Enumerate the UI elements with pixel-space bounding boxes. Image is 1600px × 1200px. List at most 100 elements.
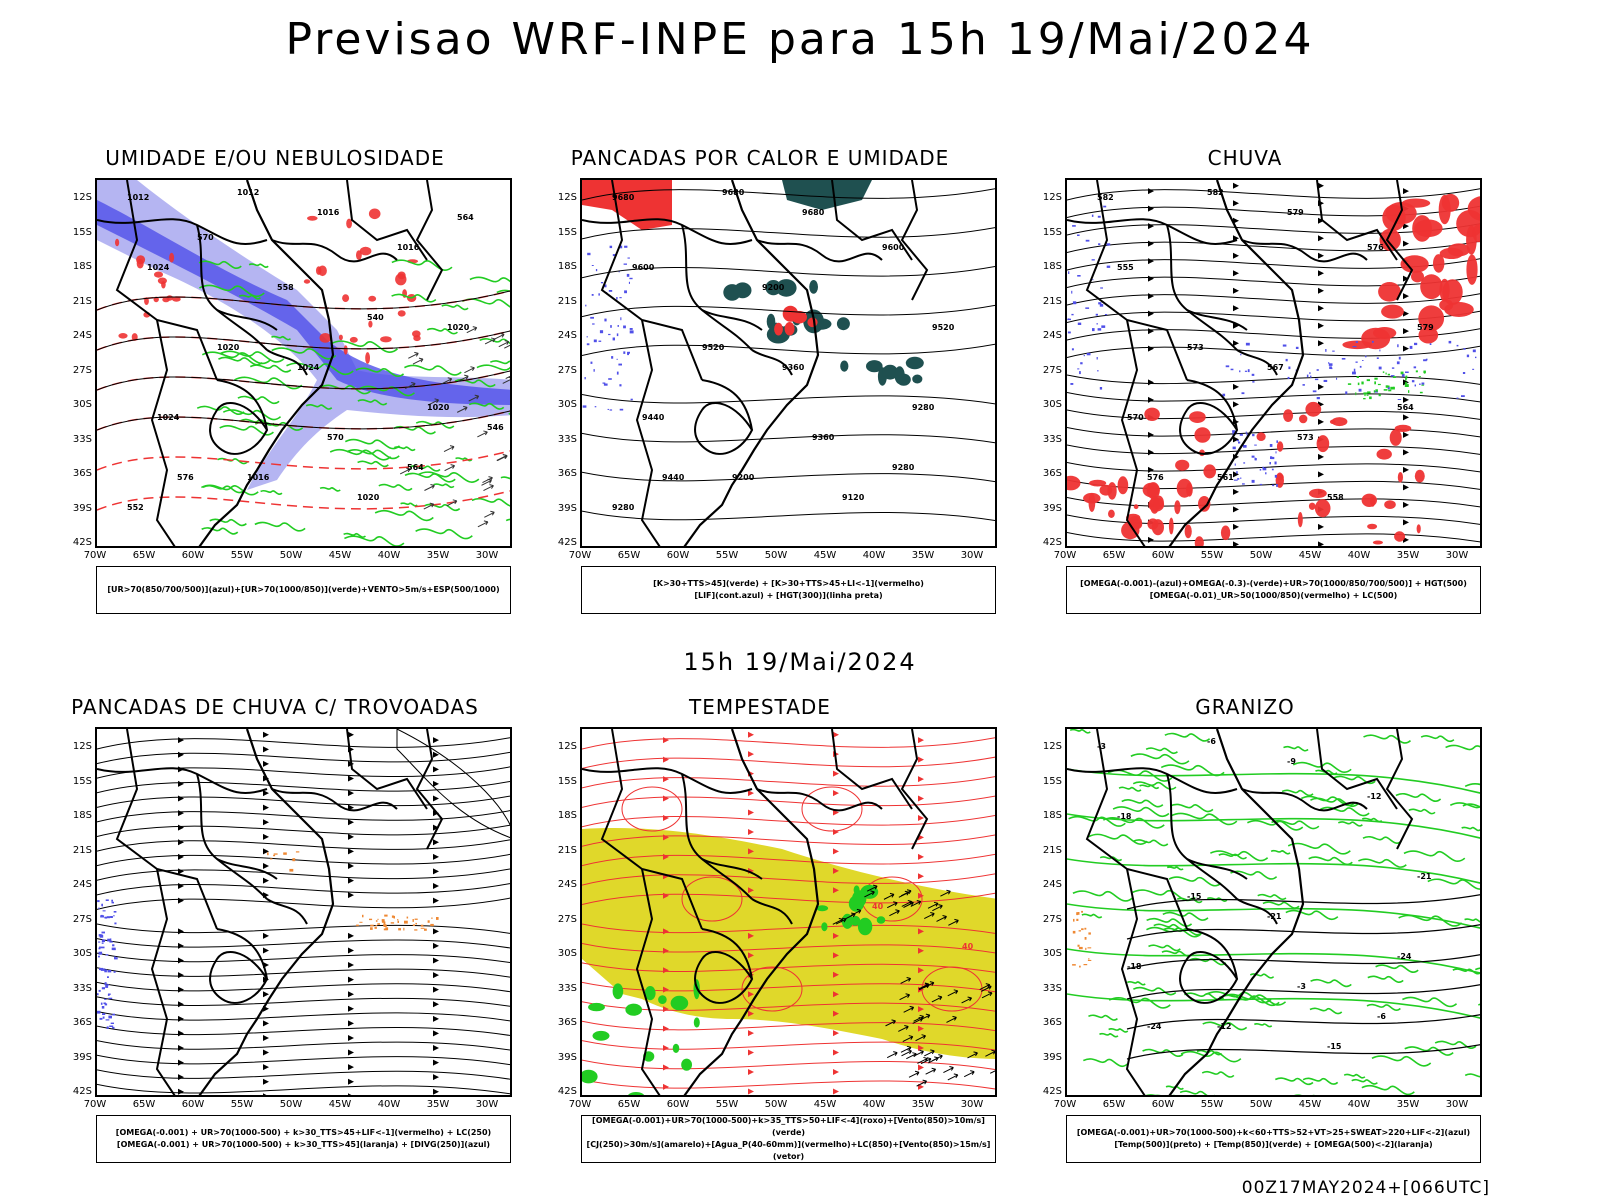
omega-blue: [1236, 471, 1238, 474]
rain-red-blob: [1379, 228, 1401, 251]
thunder-orange: [369, 918, 373, 921]
streamline: [1067, 293, 1480, 306]
streamline-arrow: [1233, 182, 1239, 189]
humidity-contour: [218, 356, 263, 366]
divergence-blue: [97, 993, 99, 996]
rain-red-blob: [1194, 536, 1204, 546]
omega-blue: [1072, 301, 1077, 305]
country-border: [1316, 729, 1398, 810]
rain-red-blob: [1148, 497, 1165, 512]
streamline-arrow: [433, 883, 439, 890]
omega-blue: [1390, 375, 1395, 377]
contour-label: 576: [1147, 473, 1164, 482]
omega-blue: [1302, 384, 1305, 386]
lon-tick-label: 50W: [764, 550, 788, 561]
lif-contour: [604, 284, 607, 288]
omega-blue: [1272, 484, 1275, 487]
divergence-blue: [98, 989, 101, 992]
rain-red-blob: [1144, 407, 1160, 421]
streamline-arrow: [178, 986, 184, 993]
humidity-contour: [1108, 1027, 1129, 1033]
omega-blue: [1306, 374, 1309, 378]
streamline-arrow: [178, 795, 184, 802]
lat-tick-label: 18S: [72, 810, 92, 821]
country-border: [1067, 767, 1238, 794]
streamline-arrow: [663, 892, 669, 899]
streamline: [1067, 427, 1480, 438]
lat-tick-label: 21S: [1042, 295, 1062, 307]
omega-orange: [1081, 928, 1084, 931]
divergence-blue: [98, 947, 101, 950]
humidity-contour: [1287, 842, 1351, 855]
thunder-orange: [436, 917, 439, 920]
humidity-contour: [391, 293, 437, 303]
humidity-contour: [415, 420, 455, 429]
streamline-arrow: [663, 756, 669, 763]
wind-green: [850, 915, 861, 926]
lon-tick-label: 40W: [862, 550, 886, 561]
lat-tick-label: 12S: [72, 741, 92, 752]
contour-label: 40: [872, 902, 884, 911]
temp500-contour: [1126, 984, 1480, 1000]
divergence-blue: [105, 916, 108, 919]
wind-vector: [927, 901, 939, 909]
wind-vector: [444, 464, 456, 472]
streamline-arrow: [263, 1093, 267, 1095]
humidity-contour: [286, 362, 354, 375]
contour-label: 9680: [722, 188, 745, 197]
omega-blue: [1095, 313, 1098, 316]
streamline: [97, 853, 510, 867]
streamline: [97, 952, 510, 964]
omega-blue: [1233, 479, 1238, 481]
lon-axis: 70W 65W 60W 55W 50W 45W 40W 35W 30W: [1054, 1099, 1482, 1113]
contour-label: 9280: [612, 503, 635, 512]
map-svg: 1012 1012 1016 1016 1020 1024 1024 1020 1016 1020…: [97, 180, 510, 546]
omega-green: [1418, 376, 1421, 378]
streamline: [97, 737, 510, 750]
red-speckle: [343, 345, 348, 355]
omega-orange: [1087, 947, 1092, 949]
instability-teal-area: [782, 180, 872, 210]
streamline: [97, 981, 510, 993]
country-border: [1186, 928, 1238, 980]
streamline-arrow: [918, 892, 924, 899]
contour-label: 564: [1397, 403, 1414, 412]
lat-tick-label: 33S: [1042, 982, 1062, 994]
omega-blue: [1269, 444, 1273, 447]
country-border: [600, 729, 703, 930]
lif-contour: [619, 384, 622, 387]
country-border: [97, 218, 268, 245]
contour-label: -15: [1187, 892, 1202, 901]
lon-tick-label: 65W: [1102, 550, 1126, 561]
rain-red-blob: [1331, 417, 1348, 427]
lif-contour: [598, 293, 600, 296]
omega-blue: [1241, 392, 1245, 395]
divergence-blue: [101, 931, 105, 934]
streamline-arrow: [263, 804, 269, 811]
divergence-blue: [104, 916, 106, 919]
rain-red-blob: [1175, 459, 1190, 471]
streamline-arrow: [748, 731, 754, 738]
divergence-blue: [103, 1002, 106, 1004]
rain-red-blob: [1382, 204, 1406, 231]
omega-green: [1355, 392, 1357, 396]
instability-teal-blob: [866, 360, 883, 373]
wind-vector: [477, 430, 488, 438]
omega-blue: [1329, 366, 1332, 369]
rain-red-blob: [1394, 424, 1412, 432]
wind-green: [658, 995, 667, 1004]
lat-tick-label: 24S: [557, 879, 577, 890]
humidity-contour: [1403, 850, 1466, 862]
humidity-contour: [1343, 1073, 1366, 1079]
streamline-arrow: [1148, 293, 1154, 300]
rain-red-blob: [1089, 479, 1107, 487]
humidity-contour: [1408, 808, 1436, 815]
streamline-arrow: [833, 790, 839, 797]
humidity-contour: [1179, 1090, 1215, 1095]
wind-vector: [424, 484, 435, 491]
omega-blue: [1067, 331, 1071, 334]
streamline-arrow: [748, 1010, 754, 1017]
omega-green: [1393, 386, 1395, 390]
lon-axis: 70W 65W 60W 55W 50W 45W 40W 35W 30W: [1054, 550, 1482, 564]
streamline-arrow: [178, 1030, 184, 1037]
